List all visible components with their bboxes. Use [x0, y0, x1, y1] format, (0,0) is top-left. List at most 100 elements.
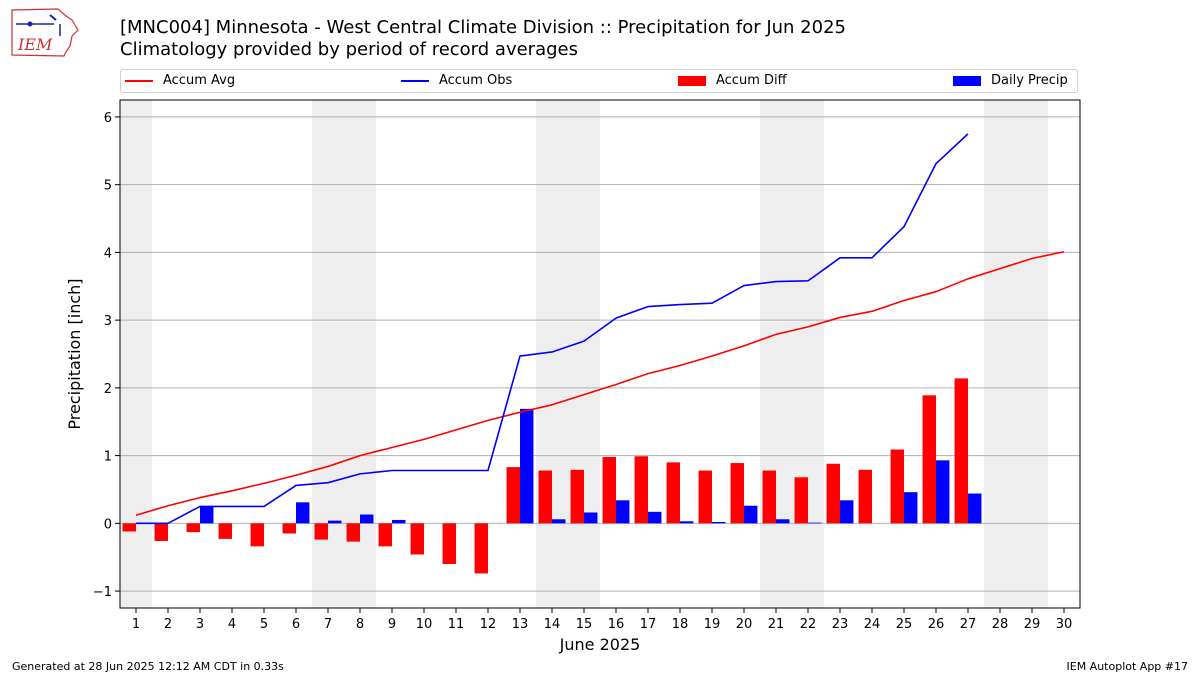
- y-tick-label: 3: [104, 314, 112, 329]
- bar-daily-precip-day-25: [904, 492, 918, 524]
- bar-daily-precip-day-14: [552, 519, 566, 524]
- x-tick-label: 23: [832, 617, 849, 632]
- x-tick-label: 7: [324, 617, 332, 632]
- x-tick-label: 18: [672, 617, 689, 632]
- y-tick-label: 2: [104, 382, 112, 397]
- x-tick-label: 6: [292, 617, 300, 632]
- legend-swatch-accum-obs: [401, 79, 429, 82]
- bar-daily-precip-day-20: [744, 505, 758, 524]
- x-tick-label: 4: [228, 617, 236, 632]
- bar-accum-diff-day-13: [506, 467, 520, 524]
- x-axis-label: June 2025: [559, 635, 641, 654]
- bar-daily-precip-day-22: [808, 522, 822, 524]
- bar-daily-precip-day-7: [328, 520, 342, 524]
- plot-frame: [119, 99, 1081, 609]
- bar-accum-diff-day-3: [186, 523, 200, 533]
- bar-daily-precip-day-19: [712, 521, 726, 524]
- weekend-band-4: [984, 100, 1048, 608]
- bar-accum-diff-day-26: [922, 395, 936, 524]
- x-tick-label: 12: [480, 617, 497, 632]
- iem-logo: IEM: [11, 8, 79, 57]
- legend-item-accum-diff: Accum Diff: [678, 73, 787, 88]
- bar-accum-diff-day-16: [602, 456, 616, 524]
- legend-swatch-accum-diff: [678, 75, 706, 86]
- x-tick-label: 9: [388, 617, 396, 632]
- bar-accum-diff-day-12: [474, 523, 488, 574]
- y-tick-label: 4: [104, 246, 112, 261]
- weekend-band-0: [120, 100, 152, 608]
- x-tick-label: 8: [356, 617, 364, 632]
- chart-title: [MNC004] Minnesota - West Central Climat…: [120, 17, 846, 38]
- bar-accum-diff-day-2: [154, 523, 168, 541]
- bar-daily-precip-day-8: [360, 514, 374, 524]
- y-tick-label: 1: [104, 450, 112, 465]
- bar-accum-diff-day-4: [218, 523, 232, 539]
- bar-accum-diff-day-9: [378, 523, 392, 547]
- bar-daily-precip-day-6: [296, 502, 310, 524]
- legend-swatch-accum-avg: [125, 79, 153, 82]
- y-tick-label: 6: [104, 111, 112, 126]
- x-tick-label: 3: [196, 617, 204, 632]
- legend-item-accum-obs: Accum Obs: [401, 73, 512, 88]
- bar-accum-diff-day-21: [762, 470, 776, 524]
- x-tick-label: 29: [1024, 617, 1041, 632]
- y-tick-label: 5: [104, 179, 112, 194]
- bar-accum-diff-day-18: [666, 462, 680, 524]
- bar-accum-diff-day-19: [698, 470, 712, 524]
- legend-label-accum-diff: Accum Diff: [716, 73, 787, 88]
- bar-daily-precip-day-27: [968, 493, 982, 524]
- bar-daily-precip-day-15: [584, 512, 598, 524]
- bar-accum-diff-day-17: [634, 456, 648, 524]
- bar-accum-diff-day-24: [858, 469, 872, 524]
- bar-accum-diff-day-11: [442, 523, 456, 564]
- bar-daily-precip-day-3: [200, 506, 214, 524]
- x-tick-label: 13: [512, 617, 529, 632]
- legend-label-accum-obs: Accum Obs: [439, 73, 513, 88]
- bar-daily-precip-day-13: [520, 408, 534, 524]
- legend-label-accum-avg: Accum Avg: [163, 73, 236, 88]
- line-accum-obs: [136, 133, 969, 525]
- x-tick-label: 1: [132, 617, 140, 632]
- bar-daily-precip-day-16: [616, 500, 630, 524]
- y-tick-label: 0: [104, 517, 112, 532]
- bar-accum-diff-day-15: [570, 469, 584, 524]
- bar-accum-diff-day-10: [410, 523, 424, 555]
- x-tick-label: 30: [1056, 617, 1073, 632]
- x-tick-label: 27: [960, 617, 977, 632]
- x-tick-label: 14: [544, 617, 561, 632]
- x-tick-label: 25: [896, 617, 913, 632]
- x-tick-label: 17: [640, 617, 657, 632]
- x-tick-label: 26: [928, 617, 945, 632]
- x-tick-label: 5: [260, 617, 268, 632]
- x-tick-label: 28: [992, 617, 1009, 632]
- y-tick-label: −1: [93, 585, 112, 600]
- legend-swatch-daily-precip: [953, 75, 981, 86]
- bar-daily-precip-day-9: [392, 519, 406, 524]
- footer-app: IEM Autoplot App #17: [1066, 660, 1189, 673]
- legend-item-daily-precip: Daily Precip: [953, 73, 1068, 88]
- x-tick-label: 20: [736, 617, 753, 632]
- y-axis-label: Precipitation [inch]: [65, 278, 84, 429]
- x-tick-label: 2: [164, 617, 172, 632]
- chart-subtitle: Climatology provided by period of record…: [120, 39, 578, 60]
- bar-accum-diff-day-5: [250, 523, 264, 547]
- bar-daily-precip-day-17: [648, 511, 662, 524]
- x-tick-label: 10: [416, 617, 433, 632]
- legend-label-daily-precip: Daily Precip: [991, 73, 1068, 88]
- weekend-band-3: [760, 100, 824, 608]
- legend-item-accum-avg: Accum Avg: [125, 73, 235, 88]
- footer-generated: Generated at 28 Jun 2025 12:12 AM CDT in…: [12, 660, 284, 673]
- x-tick-label: 21: [768, 617, 785, 632]
- bar-accum-diff-day-1: [122, 523, 136, 532]
- line-accum-avg: [135, 250, 1065, 516]
- bar-accum-diff-day-7: [314, 523, 328, 540]
- x-tick-label: 22: [800, 617, 817, 632]
- x-tick-label: 19: [704, 617, 721, 632]
- x-tick-label: 11: [448, 617, 465, 632]
- bar-daily-precip-day-21: [776, 519, 790, 524]
- bar-accum-diff-day-8: [346, 523, 360, 542]
- bar-accum-diff-day-25: [890, 449, 904, 524]
- x-tick-label: 16: [608, 617, 625, 632]
- x-tick-label: 24: [864, 617, 881, 632]
